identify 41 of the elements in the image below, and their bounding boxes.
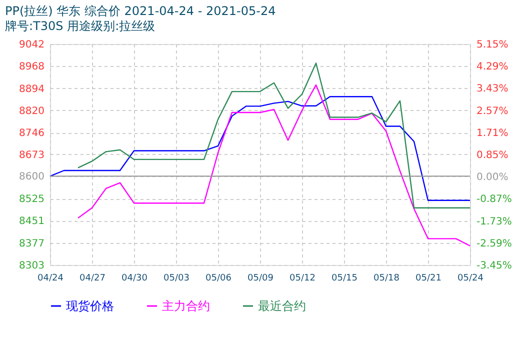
legend-label: 主力合约: [162, 299, 210, 313]
y2-tick-label: 5.15%: [476, 40, 508, 50]
y-tick-label: 8968: [19, 62, 44, 73]
chart-title: PP(拉丝) 华东 综合价 2021-04-24 - 2021-05-24: [5, 4, 276, 18]
y2-tick-label: 0.85%: [476, 150, 508, 161]
y2-tick-label: 2.57%: [476, 106, 508, 117]
x-tick-label: 05/18: [374, 274, 400, 284]
x-tick-label: 04/27: [80, 274, 106, 284]
x-tick-label: 04/24: [38, 274, 64, 284]
x-tick-label: 05/06: [206, 274, 232, 284]
y-tick-label: 8820: [19, 106, 44, 117]
y-tick-label: 8451: [19, 216, 44, 228]
legend-label: 最近合约: [258, 299, 306, 313]
line-series: [49, 96, 471, 202]
x-tick-label: 05/09: [248, 274, 274, 284]
line-series: [77, 62, 471, 208]
y-tick-label: 8894: [19, 84, 44, 95]
y2-tick-label: 1.71%: [476, 128, 508, 139]
x-tick-label: 05/12: [290, 274, 316, 284]
legend-label: 现货价格: [66, 299, 114, 313]
y-tick-label: 8673: [19, 150, 44, 161]
y2-tick-label: 3.43%: [476, 84, 508, 95]
y2-tick-label: -2.59%: [476, 238, 512, 250]
y-tick-label: 8303: [19, 260, 44, 272]
y-tick-label: 9042: [19, 40, 44, 50]
x-tick-label: 05/15: [332, 274, 358, 284]
y2-tick-label: -1.73%: [476, 216, 512, 228]
x-tick-label: 05/24: [458, 274, 484, 284]
x-tick-label: 05/21: [416, 274, 442, 284]
chart-subtitle: 牌号:T30S 用途级别:拉丝级: [5, 19, 156, 33]
y2-tick-label: -0.87%: [476, 194, 512, 206]
y2-tick-label: 4.29%: [476, 62, 508, 73]
x-tick-label: 04/30: [122, 274, 148, 284]
y2-tick-label: -3.45%: [476, 260, 512, 272]
y2-tick-label: 0.00%: [476, 172, 508, 183]
y-tick-label: 8746: [19, 128, 44, 140]
y-tick-label: 8525: [19, 194, 44, 206]
y-tick-label: 8377: [19, 238, 44, 250]
y-tick-label: 8600: [19, 172, 44, 183]
x-tick-label: 05/03: [164, 274, 190, 284]
line-series: [77, 84, 471, 246]
